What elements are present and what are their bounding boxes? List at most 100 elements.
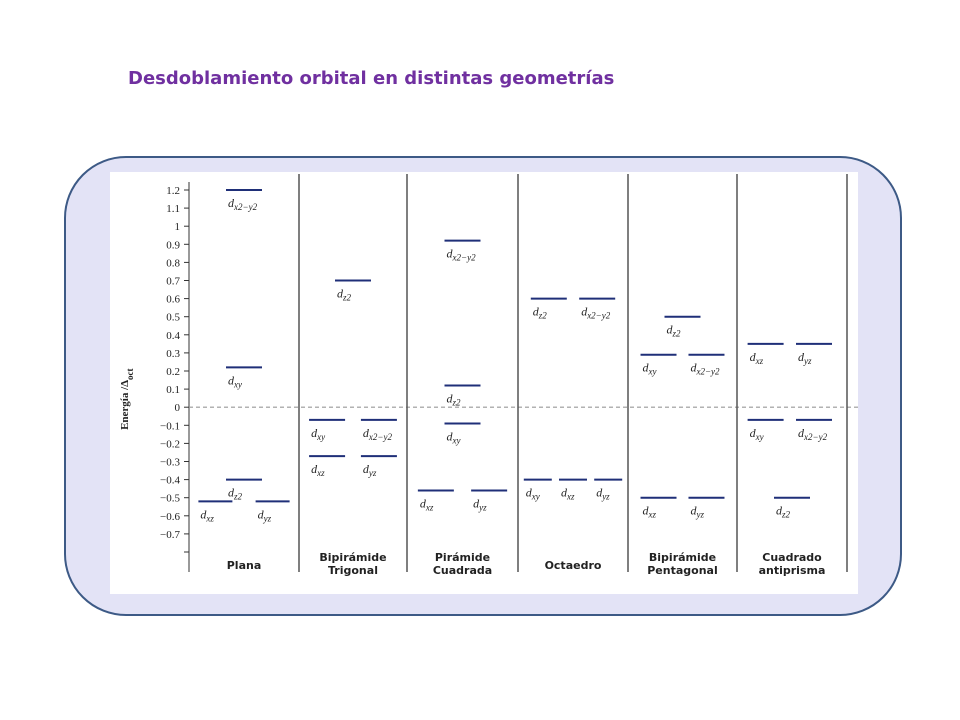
orbital-label-main: d [561, 486, 568, 500]
orbital-label-sub: xz [755, 356, 764, 366]
orbital-label-sub: xz [648, 510, 657, 520]
orbital-label: dx2−y2 [363, 426, 393, 442]
y-tick-label: 0.4 [166, 330, 180, 342]
geometry-name-line: Cuadrada [433, 564, 492, 577]
orbital-label: dxy [228, 373, 242, 389]
orbital-label-main: d [363, 426, 370, 440]
orbital-label-sub: xy [452, 435, 461, 445]
orbital-label: dyz [473, 496, 487, 512]
geometry-name: Octaedro [545, 559, 602, 572]
y-tick-label: 1 [175, 221, 181, 233]
y-tick-label: 0.6 [166, 294, 180, 306]
orbital-label-sub: xz [316, 468, 325, 478]
orbital-label: dx2−y2 [581, 305, 611, 321]
geometry-name: Plana [227, 559, 262, 572]
geometry-name-line: Pirámide [435, 551, 490, 564]
geometry-name-line: Octaedro [545, 559, 602, 572]
orbital-label-main: d [526, 486, 533, 500]
geometry-name-line: Trigonal [328, 564, 378, 577]
orbital-label-sub: x2−y2 [368, 432, 393, 442]
orbital-label: dyz [596, 486, 610, 502]
y-tick-label: 0 [175, 402, 181, 414]
orbital-label-sub: yz [803, 356, 812, 366]
orbital-label-main: d [228, 196, 235, 210]
orbital-label-sub: yz [263, 513, 272, 523]
orbital-label-sub: z2 [781, 510, 791, 520]
orbital-label-main: d [200, 507, 207, 521]
orbital-label-sub: xz [205, 513, 214, 523]
geometry-name-line: Pentagonal [647, 564, 718, 577]
geometry-name: Bipirámide Pentagonal [647, 551, 718, 577]
orbital-label: dz2 [776, 504, 791, 520]
orbital-label: dx2−y2 [798, 426, 828, 442]
orbital-label-sub: z2 [342, 293, 352, 303]
orbital-label-sub: xz [425, 502, 434, 512]
orbital-label: dx2−y2 [447, 247, 477, 263]
orbital-label-sub: yz [368, 468, 377, 478]
orbital-label-main: d [228, 373, 235, 387]
diagram-background [110, 172, 858, 594]
orbital-label: dyz [798, 350, 812, 366]
orbital-label-sub: x2−y2 [233, 202, 258, 212]
orbital-label-sub: xy [531, 492, 540, 502]
orbital-label-sub: xy [233, 379, 242, 389]
y-tick-label: 0.9 [166, 239, 180, 251]
y-tick-label: 0.5 [166, 312, 180, 324]
orbital-label-sub: x2−y2 [803, 432, 828, 442]
geometry-name: Bipirámide Trigonal [319, 551, 386, 577]
orbital-label-main: d [798, 350, 805, 364]
orbital-label: dyz [690, 504, 704, 520]
orbital-label: dxy [643, 361, 657, 377]
orbital-label: dxz [311, 462, 325, 478]
orbital-label: dxy [750, 426, 764, 442]
y-axis-title: Energía /Δoct [119, 368, 135, 429]
y-tick-label: −0.4 [160, 475, 180, 487]
y-tick-label: 0.1 [166, 384, 180, 396]
y-tick-label: −0.3 [160, 457, 180, 469]
y-tick-label: 0.2 [166, 366, 180, 378]
orbital-label-main: d [228, 486, 235, 500]
orbital-label-main: d [690, 504, 697, 518]
y-tick-label: 0.8 [166, 257, 180, 269]
orbital-label: dxy [447, 429, 461, 445]
geometry-name-line: Bipirámide [319, 551, 386, 564]
y-tick-label: 0.7 [166, 276, 180, 288]
orbital-label-main: d [311, 426, 318, 440]
geometry-name-line: Plana [227, 559, 262, 572]
geometry-name-line: Bipirámide [649, 551, 716, 564]
orbital-label: dyz [258, 507, 272, 523]
geometry-name-line: antiprisma [759, 564, 826, 577]
y-tick-label: 1.2 [166, 185, 180, 197]
orbital-label: dz2 [533, 305, 548, 321]
orbital-label-main: d [447, 391, 454, 405]
y-tick-label: 1.1 [166, 203, 180, 215]
geometry-name-line: Cuadrado [762, 551, 822, 564]
y-tick-label: −0.1 [160, 420, 180, 432]
orbital-label-main: d [447, 429, 454, 443]
geometry-name: Cuadrado antiprisma [759, 551, 826, 577]
orbital-label: dz2 [337, 287, 352, 303]
orbital-label: dz2 [447, 391, 462, 407]
orbital-label-sub: xy [316, 432, 325, 442]
orbital-label: dz2 [667, 323, 682, 339]
geometry-name: Pirámide Cuadrada [433, 551, 492, 577]
orbital-label-sub: yz [695, 510, 704, 520]
orbital-label-main: d [643, 504, 650, 518]
y-axis-title-main: Energía /Δ [119, 380, 131, 430]
orbital-label-sub: x2−y2 [452, 253, 477, 263]
orbital-label-main: d [750, 426, 757, 440]
orbital-label-main: d [420, 496, 427, 510]
orbital-label-sub: xz [566, 492, 575, 502]
orbital-label: dyz [363, 462, 377, 478]
orbital-label: dx2−y2 [228, 196, 258, 212]
y-tick-label: −0.2 [160, 438, 180, 450]
orbital-label-sub: z2 [452, 397, 462, 407]
orbital-label: dz2 [228, 486, 243, 502]
orbital-label: dx2−y2 [690, 361, 720, 377]
orbital-label: dxy [311, 426, 325, 442]
orbital-label-main: d [258, 507, 265, 521]
orbital-label-main: d [776, 504, 783, 518]
orbital-label: dxz [200, 507, 214, 523]
orbital-label-main: d [798, 426, 805, 440]
orbital-label-sub: z2 [538, 311, 548, 321]
